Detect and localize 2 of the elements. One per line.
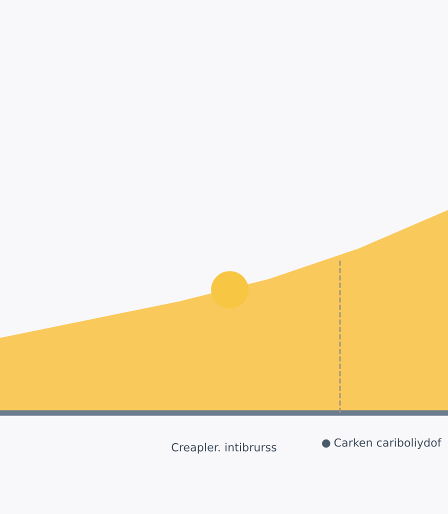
x-axis-title: Creapler. intibrurss bbox=[172, 442, 276, 454]
text: Carken cariboliydof bbox=[334, 438, 442, 449]
